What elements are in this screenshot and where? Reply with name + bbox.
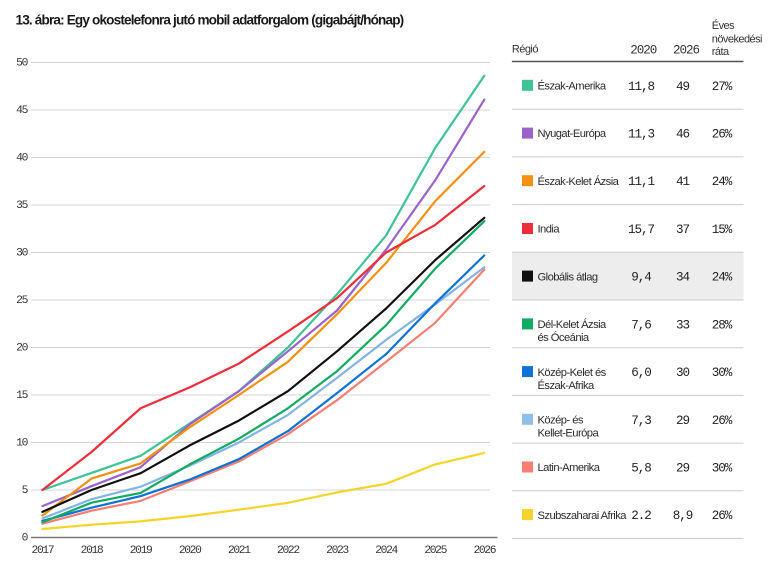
svg-text:2022: 2022 bbox=[277, 545, 299, 557]
svg-text:26%: 26% bbox=[712, 414, 733, 428]
svg-text:2020: 2020 bbox=[179, 545, 202, 557]
svg-text:50: 50 bbox=[16, 58, 28, 70]
svg-text:24%: 24% bbox=[712, 271, 733, 285]
svg-text:11,8: 11,8 bbox=[628, 80, 655, 94]
svg-text:35: 35 bbox=[16, 200, 28, 212]
svg-text:11,3: 11,3 bbox=[628, 128, 655, 142]
svg-text:41: 41 bbox=[676, 175, 690, 189]
svg-text:40: 40 bbox=[16, 153, 28, 165]
svg-text:15,7: 15,7 bbox=[628, 223, 655, 237]
svg-text:49: 49 bbox=[676, 80, 690, 94]
svg-text:9,4: 9,4 bbox=[631, 271, 651, 285]
svg-text:7,3: 7,3 bbox=[631, 414, 651, 428]
svg-text:2024: 2024 bbox=[375, 545, 398, 557]
svg-text:25: 25 bbox=[16, 295, 28, 307]
svg-text:Észak-Amerika: Észak-Amerika bbox=[538, 80, 607, 93]
svg-text:26%: 26% bbox=[712, 509, 733, 523]
svg-text:India: India bbox=[538, 224, 561, 236]
svg-text:46: 46 bbox=[676, 128, 690, 142]
svg-text:0: 0 bbox=[22, 533, 29, 545]
svg-text:30: 30 bbox=[16, 248, 28, 260]
svg-text:37: 37 bbox=[676, 223, 690, 237]
svg-text:Globális átlag: Globális átlag bbox=[538, 271, 598, 283]
svg-text:10: 10 bbox=[16, 438, 28, 450]
svg-text:45: 45 bbox=[16, 105, 28, 117]
svg-text:Dél-Kelet Ázsia: Dél-Kelet Ázsia bbox=[538, 318, 608, 331]
svg-text:2019: 2019 bbox=[130, 545, 152, 557]
svg-text:2021: 2021 bbox=[228, 545, 251, 557]
svg-text:28%: 28% bbox=[712, 318, 733, 332]
svg-text:30: 30 bbox=[676, 366, 690, 380]
svg-text:2025: 2025 bbox=[424, 545, 447, 557]
svg-text:2017: 2017 bbox=[32, 545, 54, 557]
svg-text:30%: 30% bbox=[712, 462, 733, 476]
svg-text:Latin-Amerika: Latin-Amerika bbox=[538, 462, 601, 474]
svg-text:ráta: ráta bbox=[712, 46, 730, 58]
svg-text:13. ábra: Egy okostelefonra ju: 13. ábra: Egy okostelefonra jutó mobil a… bbox=[16, 13, 404, 28]
svg-text:Közép-Kelet és: Közép-Kelet és bbox=[538, 367, 607, 379]
svg-text:33: 33 bbox=[676, 318, 690, 332]
svg-text:2026: 2026 bbox=[473, 545, 496, 557]
svg-text:11,1: 11,1 bbox=[628, 175, 655, 189]
svg-text:Közép- és: Közép- és bbox=[538, 414, 584, 426]
svg-text:2020: 2020 bbox=[630, 43, 657, 57]
svg-text:15%: 15% bbox=[712, 223, 733, 237]
svg-text:Régió: Régió bbox=[512, 44, 538, 56]
svg-text:27%: 27% bbox=[712, 80, 733, 94]
svg-text:Éves: Éves bbox=[712, 19, 735, 32]
svg-text:5,8: 5,8 bbox=[631, 462, 651, 476]
svg-text:Nyugat-Európa: Nyugat-Európa bbox=[538, 128, 607, 140]
svg-text:34: 34 bbox=[676, 271, 690, 285]
svg-text:29: 29 bbox=[676, 462, 690, 476]
svg-text:29: 29 bbox=[676, 414, 690, 428]
svg-text:26%: 26% bbox=[712, 128, 733, 142]
svg-text:20: 20 bbox=[16, 343, 28, 355]
svg-text:30%: 30% bbox=[712, 366, 733, 380]
svg-text:15: 15 bbox=[16, 390, 28, 402]
svg-text:Szubszaharai Afrika: Szubszaharai Afrika bbox=[538, 510, 628, 522]
svg-text:8,9: 8,9 bbox=[673, 509, 693, 523]
svg-text:24%: 24% bbox=[712, 175, 733, 189]
svg-text:2023: 2023 bbox=[326, 545, 349, 557]
svg-text:Észak-Kelet Ázsia: Észak-Kelet Ázsia bbox=[538, 175, 620, 188]
svg-text:6,0: 6,0 bbox=[631, 366, 651, 380]
svg-text:5: 5 bbox=[22, 485, 29, 497]
svg-text:2026: 2026 bbox=[673, 43, 700, 57]
svg-text:7,6: 7,6 bbox=[631, 318, 651, 332]
svg-text:és Óceánia: és Óceánia bbox=[538, 331, 590, 344]
svg-text:2.2: 2.2 bbox=[631, 509, 651, 523]
svg-text:növekedési: növekedési bbox=[712, 33, 762, 45]
svg-text:Észak-Afrika: Észak-Afrika bbox=[538, 379, 596, 392]
svg-text:Kellet-Európa: Kellet-Európa bbox=[538, 427, 600, 439]
svg-text:2018: 2018 bbox=[81, 545, 104, 557]
